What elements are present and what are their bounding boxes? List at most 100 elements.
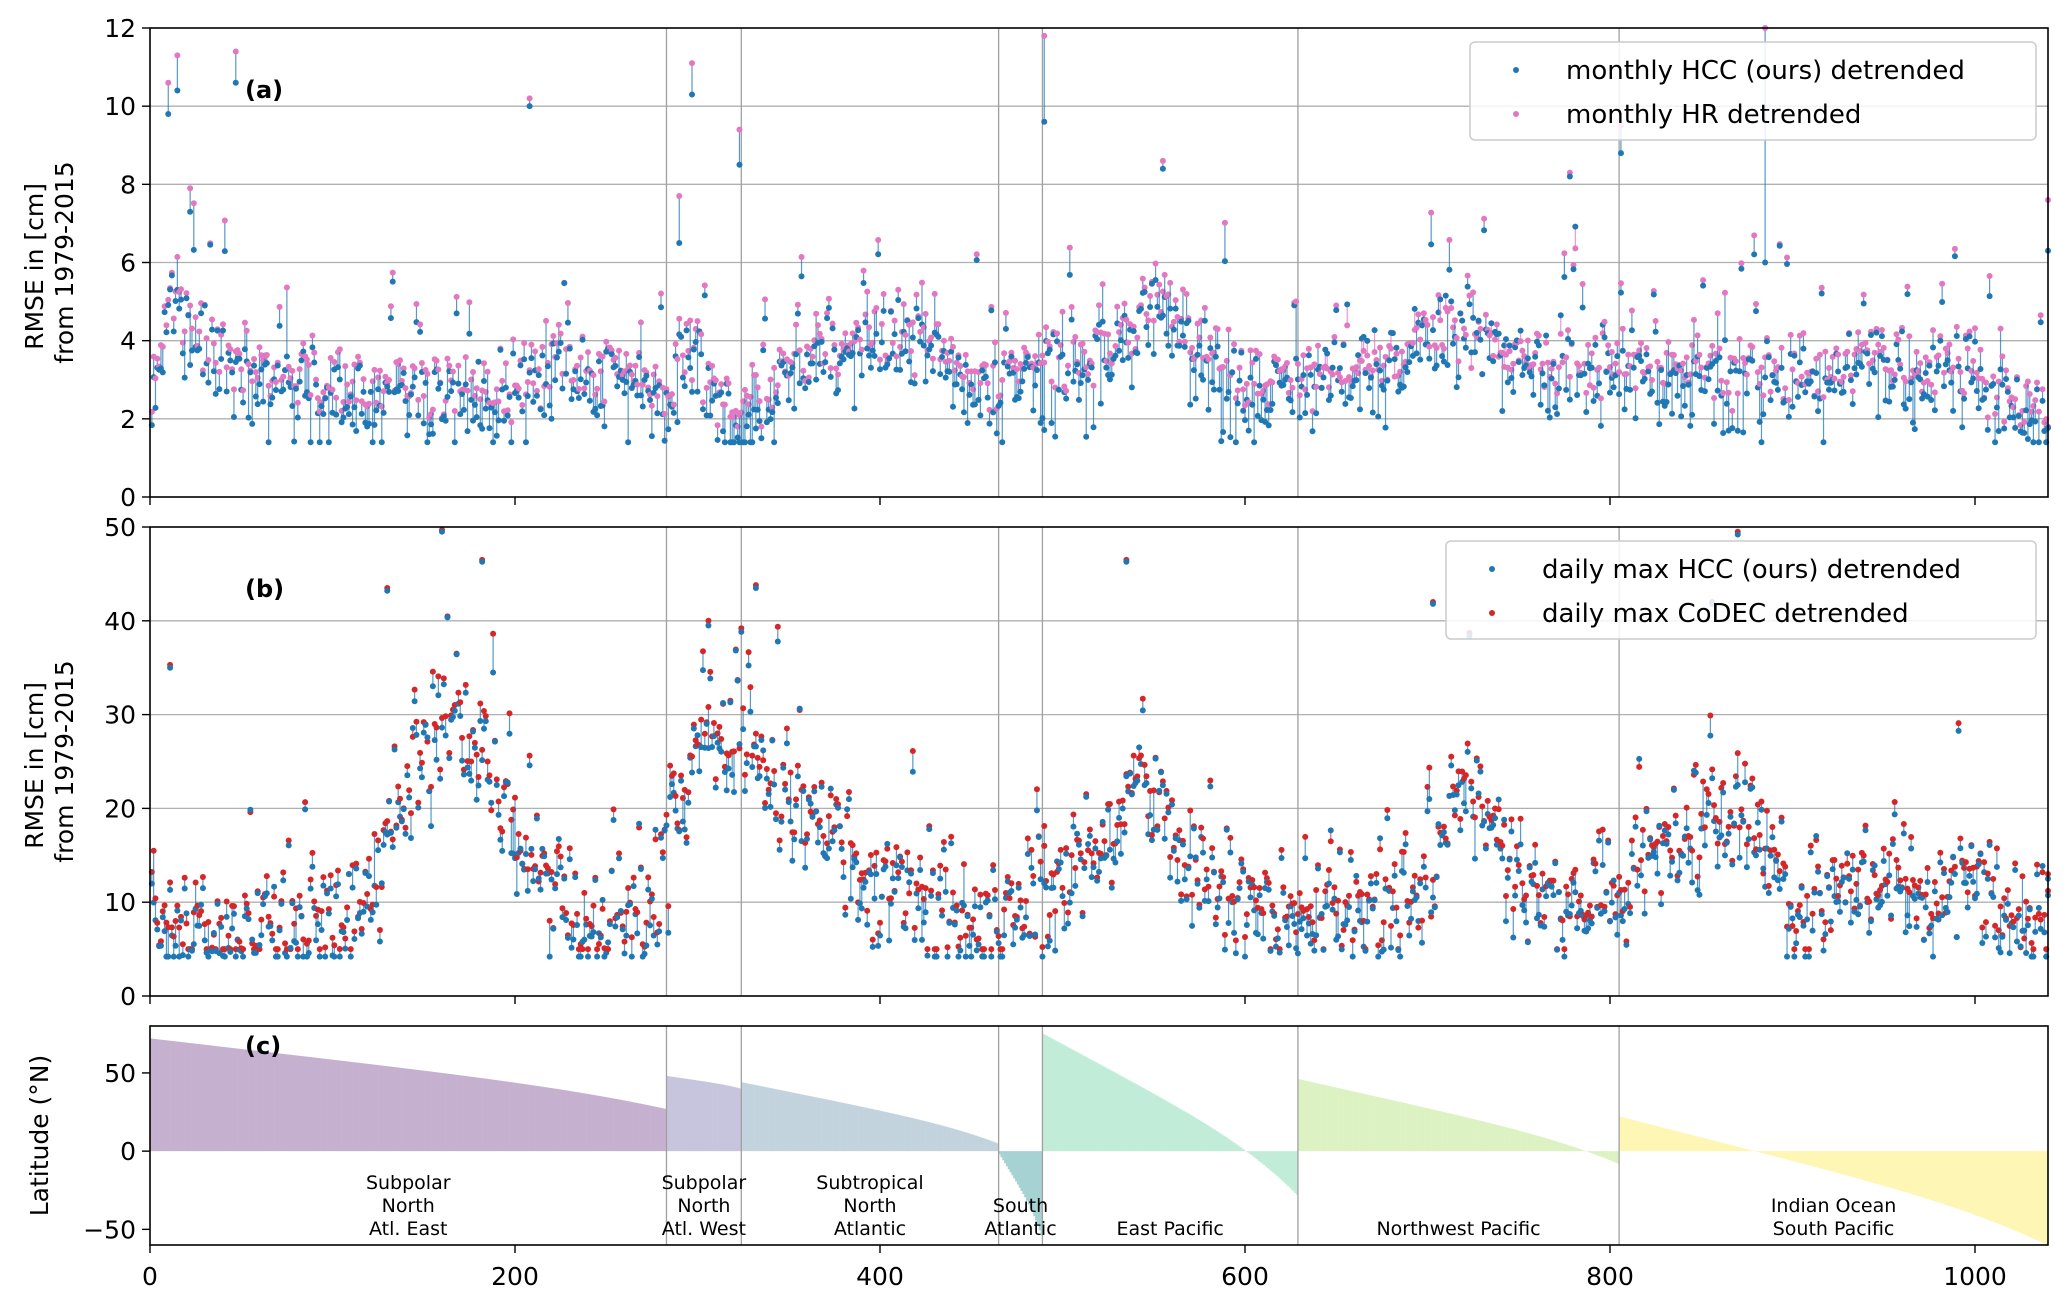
daily-max-point-other xyxy=(595,941,602,948)
monthly-point-other xyxy=(1079,340,1086,347)
panel-a-label: (a) xyxy=(245,76,283,104)
daily-max-point-other xyxy=(285,837,292,844)
monthly-point-hcc xyxy=(172,298,179,305)
daily-max-point-other xyxy=(1167,854,1174,861)
daily-max-point-other xyxy=(305,937,312,944)
daily-max-point-other xyxy=(486,772,493,779)
monthly-point-hcc xyxy=(1134,350,1141,357)
monthly-point-hcc xyxy=(1145,342,1152,349)
monthly-point-other xyxy=(570,376,577,383)
monthly-point-other xyxy=(1813,355,1820,362)
daily-max-point-hcc xyxy=(574,921,581,928)
monthly-point-hcc xyxy=(1794,393,1801,400)
daily-max-point-hcc xyxy=(165,953,172,960)
daily-max-point-hcc xyxy=(1187,853,1194,860)
monthly-point-hcc xyxy=(1185,317,1192,324)
monthly-point-other xyxy=(754,384,761,391)
daily-max-point-other xyxy=(628,934,635,941)
monthly-point-hcc xyxy=(1064,370,1071,377)
monthly-point-other xyxy=(1331,334,1338,341)
daily-max-point-hcc xyxy=(610,816,617,823)
monthly-point-other xyxy=(1625,351,1632,358)
monthly-point-hcc xyxy=(1632,415,1639,422)
daily-max-point-other xyxy=(161,902,168,909)
monthly-point-other xyxy=(283,284,290,291)
monthly-point-hcc xyxy=(307,439,314,446)
daily-max-point-other xyxy=(480,707,487,714)
monthly-point-other xyxy=(1415,311,1422,318)
daily-max-point-hcc xyxy=(1127,770,1134,777)
monthly-point-other xyxy=(1953,323,1960,330)
daily-max-point-hcc xyxy=(480,725,487,732)
monthly-point-hcc xyxy=(1592,341,1599,348)
monthly-point-hcc xyxy=(291,438,298,445)
monthly-point-other xyxy=(1616,369,1623,376)
daily-max-point-hcc xyxy=(247,806,254,813)
daily-max-point-other xyxy=(493,776,500,783)
monthly-point-hcc xyxy=(1033,367,1040,374)
monthly-point-hcc xyxy=(1517,327,1524,334)
daily-max-point-other xyxy=(1137,752,1144,759)
daily-max-point-hcc xyxy=(240,953,247,960)
daily-max-point-other xyxy=(294,946,301,953)
monthly-point-hcc xyxy=(858,372,865,379)
daily-max-point-hcc xyxy=(1207,783,1214,790)
monthly-point-hcc xyxy=(1413,350,1420,357)
daily-max-point-other xyxy=(984,892,991,899)
daily-max-point-hcc xyxy=(599,896,606,903)
monthly-point-other xyxy=(371,366,378,373)
monthly-point-other xyxy=(1729,407,1736,414)
monthly-point-hcc xyxy=(1147,303,1154,310)
daily-max-point-hcc xyxy=(656,928,663,935)
monthly-point-other xyxy=(632,362,639,369)
monthly-point-other xyxy=(917,328,924,335)
daily-max-point-hcc xyxy=(513,890,520,897)
daily-max-point-hcc xyxy=(756,773,763,780)
daily-max-point-hcc xyxy=(849,864,856,871)
daily-max-point-hcc xyxy=(572,874,579,881)
daily-max-point-hcc xyxy=(1174,878,1181,885)
monthly-point-other xyxy=(866,324,873,331)
monthly-point-hcc xyxy=(796,380,803,387)
monthly-point-hcc xyxy=(1099,318,1106,325)
monthly-point-hcc xyxy=(1815,408,1822,415)
daily-max-point-hcc xyxy=(334,881,341,888)
monthly-point-other xyxy=(216,368,223,375)
monthly-point-other xyxy=(1955,355,1962,362)
daily-max-point-other xyxy=(544,865,551,872)
monthly-point-hcc xyxy=(1873,329,1880,336)
daily-max-point-hcc xyxy=(970,931,977,938)
daily-max-point-hcc xyxy=(320,882,327,889)
daily-max-point-other xyxy=(1077,850,1084,857)
daily-max-point-hcc xyxy=(973,947,980,954)
daily-max-point-hcc xyxy=(568,944,575,951)
daily-max-point-hcc xyxy=(955,953,962,960)
daily-max-point-hcc xyxy=(552,885,559,892)
monthly-point-hcc xyxy=(159,369,166,376)
monthly-point-other xyxy=(1125,339,1132,346)
monthly-point-hcc xyxy=(1515,358,1522,365)
daily-max-point-other xyxy=(699,648,706,655)
monthly-point-other xyxy=(1643,344,1650,351)
daily-max-point-other xyxy=(1161,815,1168,822)
monthly-point-hcc xyxy=(1758,439,1765,446)
monthly-point-other xyxy=(913,291,920,298)
monthly-point-other xyxy=(1820,394,1827,401)
daily-max-point-hcc xyxy=(776,846,783,853)
monthly-point-other xyxy=(1251,380,1258,387)
monthly-point-hcc xyxy=(340,414,347,421)
monthly-point-hcc xyxy=(594,412,601,419)
monthly-point-other xyxy=(1444,308,1451,315)
daily-max-point-other xyxy=(752,730,759,737)
daily-max-point-hcc xyxy=(391,746,398,753)
daily-max-point-hcc xyxy=(366,873,372,880)
monthly-point-hcc xyxy=(1751,251,1758,258)
monthly-point-other xyxy=(1492,336,1499,343)
daily-max-point-hcc xyxy=(373,901,380,908)
daily-max-point-other xyxy=(745,649,752,656)
daily-max-point-other xyxy=(375,837,382,844)
daily-max-point-hcc xyxy=(205,953,212,960)
monthly-point-hcc xyxy=(187,361,194,368)
monthly-point-other xyxy=(1924,378,1931,385)
